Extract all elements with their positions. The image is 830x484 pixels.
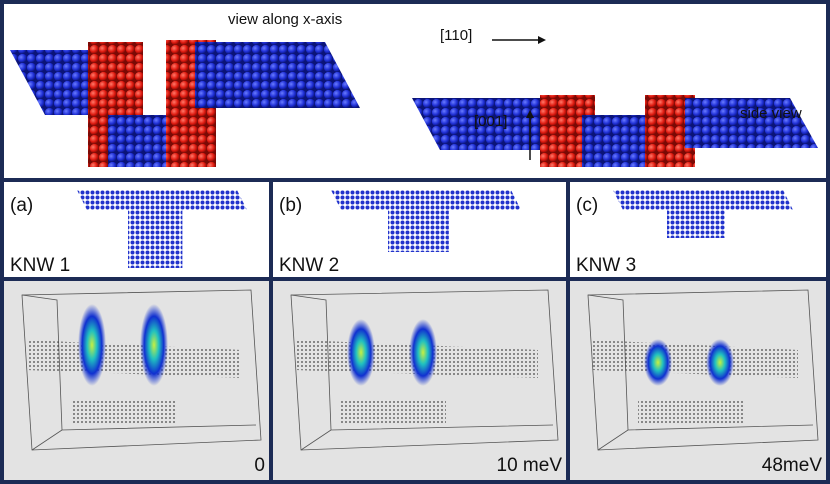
energy-label: 48meV <box>762 455 823 476</box>
panel-tag: (a) <box>10 195 33 216</box>
panels: (a) KNW 1 0 (b) KNW 2 10 meV (c) KNW 3 48meV <box>4 190 826 480</box>
energy-label: 10 meV <box>497 455 563 476</box>
nanowire <box>331 190 521 252</box>
density-blob <box>706 339 734 386</box>
density-bg <box>570 281 826 480</box>
nanowire <box>77 190 247 268</box>
side-view-label: side view <box>740 105 802 122</box>
figure: view along x-axis [110] [001] side view … <box>0 0 830 484</box>
direction-label: [110] <box>440 27 472 44</box>
panel-name: KNW 1 <box>10 255 70 276</box>
panel-name: KNW 2 <box>279 255 339 276</box>
panel-name: KNW 3 <box>576 255 636 276</box>
energy-label: 0 <box>254 455 265 476</box>
density-blob <box>140 304 168 386</box>
density-blob <box>78 304 106 386</box>
view-label: view along x-axis <box>228 11 342 28</box>
direction-label: [001] <box>474 113 507 130</box>
panel-tag: (b) <box>279 195 302 216</box>
arrow-head <box>538 36 546 44</box>
nanowire <box>613 190 793 238</box>
density-bg <box>4 281 269 480</box>
blue-slab <box>195 42 360 108</box>
atom-cloud <box>638 400 743 425</box>
density-blob <box>644 339 672 386</box>
atom-cloud <box>341 400 446 425</box>
blue-bottom <box>582 115 654 167</box>
panel-tag: (c) <box>576 195 598 216</box>
top-panel: view along x-axis [110] [001] side view <box>10 11 818 167</box>
atom-cloud <box>72 400 177 425</box>
density-blob <box>409 319 437 386</box>
blue-slab <box>10 50 95 115</box>
density-blob <box>347 319 375 386</box>
